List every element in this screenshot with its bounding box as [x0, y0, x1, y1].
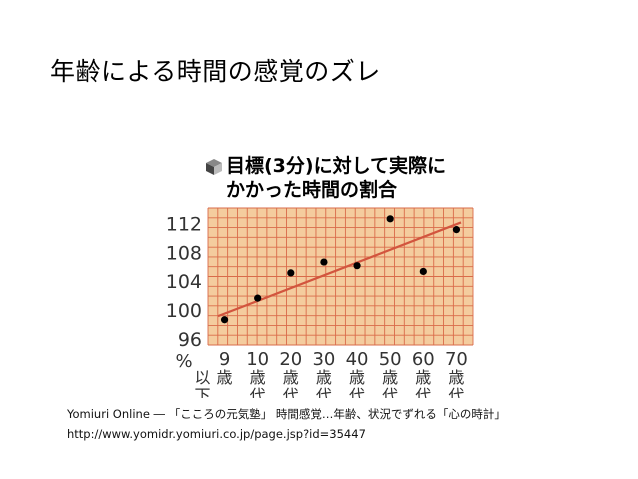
- data-point: [386, 215, 394, 223]
- x-tick-label: 30: [312, 349, 335, 370]
- data-point: [287, 269, 295, 277]
- x-tick-label: 代: [250, 386, 266, 398]
- x-tick-label: 代: [283, 386, 299, 398]
- caption-line2: http://www.yomidr.yomiuri.co.jp/page.jsp…: [67, 427, 366, 441]
- y-axis-unit-label: %: [175, 351, 192, 372]
- x-tick-label: 歳: [283, 368, 299, 387]
- x-tick-label: 60: [412, 349, 435, 370]
- x-tick-label: 歳: [349, 368, 365, 387]
- y-tick-label: 108: [166, 242, 202, 264]
- figure-heading-line1: 目標(3分)に対して実際に: [226, 155, 447, 177]
- figure-heading: 目標(3分)に対して実際に: [226, 154, 446, 178]
- x-tick-label: 40: [346, 349, 369, 370]
- y-tick-label: 100: [166, 300, 202, 322]
- x-tick-label: 歳: [250, 368, 266, 387]
- x-tick-label: 代: [382, 386, 398, 398]
- y-tick-label: 104: [166, 271, 202, 293]
- data-point: [353, 262, 361, 270]
- data-point: [220, 316, 229, 324]
- data-point: [254, 294, 262, 302]
- x-tick-label: 代: [349, 386, 365, 398]
- caption-line1: Yomiuri Online ― 「こころの元気塾」 時間感覚…年齢、状況でずれ…: [67, 407, 506, 421]
- x-tick-label: 9: [219, 349, 230, 370]
- x-tick-label: 70: [445, 349, 468, 370]
- y-tick-label: 112: [166, 213, 202, 235]
- data-point: [320, 258, 328, 266]
- source-caption: Yomiuri Online ― 「こころの元気塾」 時間感覚…年齢、状況でずれ…: [67, 404, 506, 444]
- x-tick-label: 歳: [448, 368, 464, 387]
- x-tick-label: 下: [195, 386, 211, 398]
- cube-icon: [206, 159, 222, 175]
- x-tick-label: 20: [279, 349, 302, 370]
- y-tick-label: 96: [178, 329, 202, 351]
- data-point: [419, 267, 427, 276]
- data-point: [452, 226, 461, 234]
- x-tick-label: 50: [379, 349, 402, 370]
- chart-figure: 96 100 104 108 112% 9 歳以下 10 歳代 20 歳代 30 歳代 40 歳代 50 歳代 6…: [160, 150, 478, 398]
- x-tick-label: 歳: [316, 368, 332, 387]
- figure-heading-2: かかった時間の割合: [226, 178, 397, 202]
- x-tick-label: 以: [195, 368, 211, 387]
- x-tick-label: 代: [316, 386, 332, 398]
- x-tick-label: 歳: [415, 368, 431, 387]
- x-tick-label: 代: [415, 386, 431, 398]
- slide-title: 年齢による時間の感覚のズレ: [50, 57, 381, 86]
- figure-heading-line2: かかった時間の割合: [226, 179, 398, 201]
- x-tick-label: 10: [246, 349, 269, 370]
- x-tick-label: 歳: [382, 368, 398, 387]
- x-tick-label: 代: [448, 386, 464, 398]
- x-tick-label: 歳: [217, 368, 233, 387]
